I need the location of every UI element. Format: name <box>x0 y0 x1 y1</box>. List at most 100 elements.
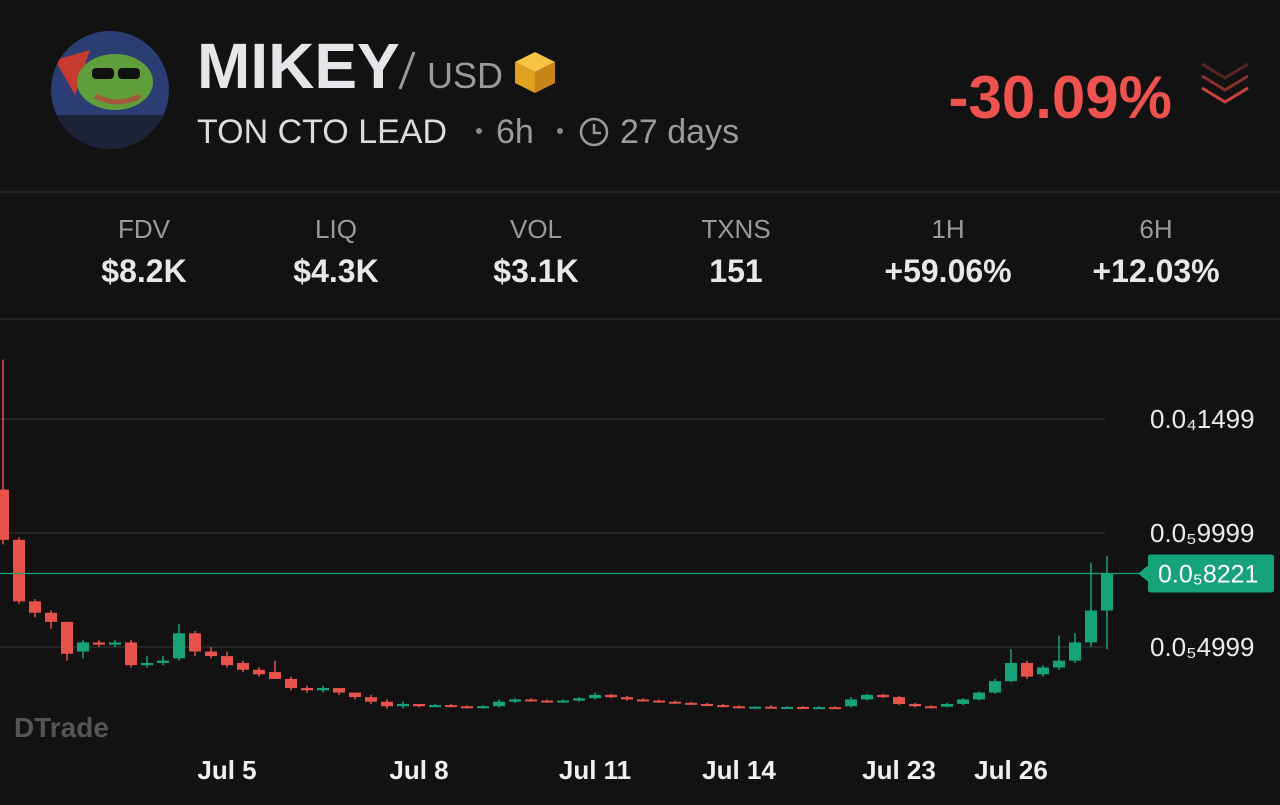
candle-body <box>717 705 729 708</box>
candle-body <box>861 694 873 700</box>
candle-body <box>925 706 937 709</box>
candle-body <box>285 678 297 689</box>
candle-body <box>557 700 569 703</box>
avatar-flag <box>55 50 90 95</box>
price-change: -30.09% <box>949 64 1172 131</box>
stats-row: FDV $8.2K LIQ $4.3K VOL $3.1K TXNS 151 1H +59.06%… <box>101 214 1219 289</box>
candle-body <box>189 633 201 652</box>
avatar-glasses <box>118 68 140 79</box>
stat-value: +12.03% <box>1092 253 1219 289</box>
candle-body <box>445 705 457 708</box>
candle-body <box>109 642 121 645</box>
candle-body <box>461 706 473 709</box>
candle-body <box>1085 610 1097 643</box>
clock-icon <box>579 117 609 147</box>
candle-body <box>653 700 665 703</box>
candle-body <box>1101 573 1113 611</box>
candle-body <box>173 633 185 659</box>
candle-body <box>45 612 57 622</box>
candle-body <box>1005 662 1017 682</box>
x-tick-label: Jul 8 <box>389 755 448 785</box>
avatar-mouth <box>93 93 142 105</box>
candle-body <box>1037 667 1049 675</box>
stat-label: TXNS <box>701 214 770 244</box>
x-tick-label: Jul 26 <box>974 755 1048 785</box>
candle-body <box>1053 660 1065 668</box>
separator <box>476 128 482 134</box>
candle-body <box>573 698 585 701</box>
price-chart[interactable]: DTrade 0.0₄1499 0.0₅9999 0.0₅4999 0.0₅8221 Ju… <box>0 359 1274 785</box>
stat-label: FDV <box>118 214 171 244</box>
watermark: DTrade <box>14 712 109 743</box>
chain-icon <box>515 52 555 93</box>
candle-body <box>813 707 825 710</box>
candle-body <box>877 694 889 698</box>
candle-body <box>61 621 73 654</box>
candle-body <box>413 703 425 707</box>
candle-body <box>957 699 969 704</box>
timeframe: 6h <box>496 113 534 151</box>
candle-body <box>669 701 681 704</box>
candle-body <box>269 672 281 679</box>
candle-body <box>605 694 617 698</box>
candle-body <box>765 706 777 709</box>
avatar-glasses <box>92 68 114 79</box>
candle-body <box>845 699 857 707</box>
candle-body <box>525 699 537 702</box>
candle-body <box>13 539 25 602</box>
candle-body <box>589 694 601 699</box>
stat-value: 151 <box>709 253 762 289</box>
candle-body <box>941 703 953 707</box>
token-subtitle: TON CTO LEAD <box>197 113 447 151</box>
token-name: MIKEY <box>197 30 400 102</box>
stat-value: $4.3K <box>293 253 378 289</box>
stat-label: 6H <box>1139 214 1172 244</box>
change-chevrons[interactable] <box>1201 62 1249 104</box>
candle-body <box>973 692 985 700</box>
candle-body <box>621 697 633 700</box>
pair-slash <box>398 51 416 90</box>
candle-body <box>29 601 41 613</box>
candle-body <box>301 688 313 691</box>
candle-body <box>781 706 793 709</box>
candle-body <box>1069 642 1081 661</box>
candle-body <box>733 706 745 709</box>
candle-body <box>365 697 377 702</box>
candle-body <box>1021 662 1033 677</box>
candle-body <box>317 688 329 691</box>
candle-body <box>493 701 505 707</box>
stat-label: 1H <box>931 214 964 244</box>
candle-body <box>509 699 521 702</box>
candle-body <box>701 703 713 706</box>
avatar[interactable] <box>50 30 170 155</box>
y-tick-label: 0.0₅9999 <box>1150 518 1254 548</box>
candle-body <box>221 656 233 666</box>
candle-body <box>541 700 553 703</box>
last-price-label: 0.0₅8221 <box>1158 561 1258 589</box>
candle-body <box>141 662 153 666</box>
stat-value: +59.06% <box>884 253 1011 289</box>
x-tick-label: Jul 23 <box>862 755 936 785</box>
stat-value: $8.2K <box>101 253 186 289</box>
candle-body <box>0 489 9 540</box>
candle-body <box>205 651 217 657</box>
candle-body <box>797 706 809 709</box>
candle-body <box>237 662 249 670</box>
x-tick-label: Jul 14 <box>702 755 776 785</box>
candle-body <box>749 706 761 709</box>
stat-value: $3.1K <box>493 253 578 289</box>
candle-body <box>909 703 921 707</box>
y-tick-label: 0.0₄1499 <box>1150 404 1255 434</box>
stat-label: LIQ <box>315 214 357 244</box>
candle-body <box>333 688 345 693</box>
candle-body <box>685 702 697 705</box>
quote-currency: USD <box>427 55 503 96</box>
candle-body <box>637 699 649 702</box>
candle-body <box>829 707 841 710</box>
candle-body <box>893 697 905 704</box>
last-price-tag <box>1138 554 1274 593</box>
candle-body <box>253 669 265 675</box>
